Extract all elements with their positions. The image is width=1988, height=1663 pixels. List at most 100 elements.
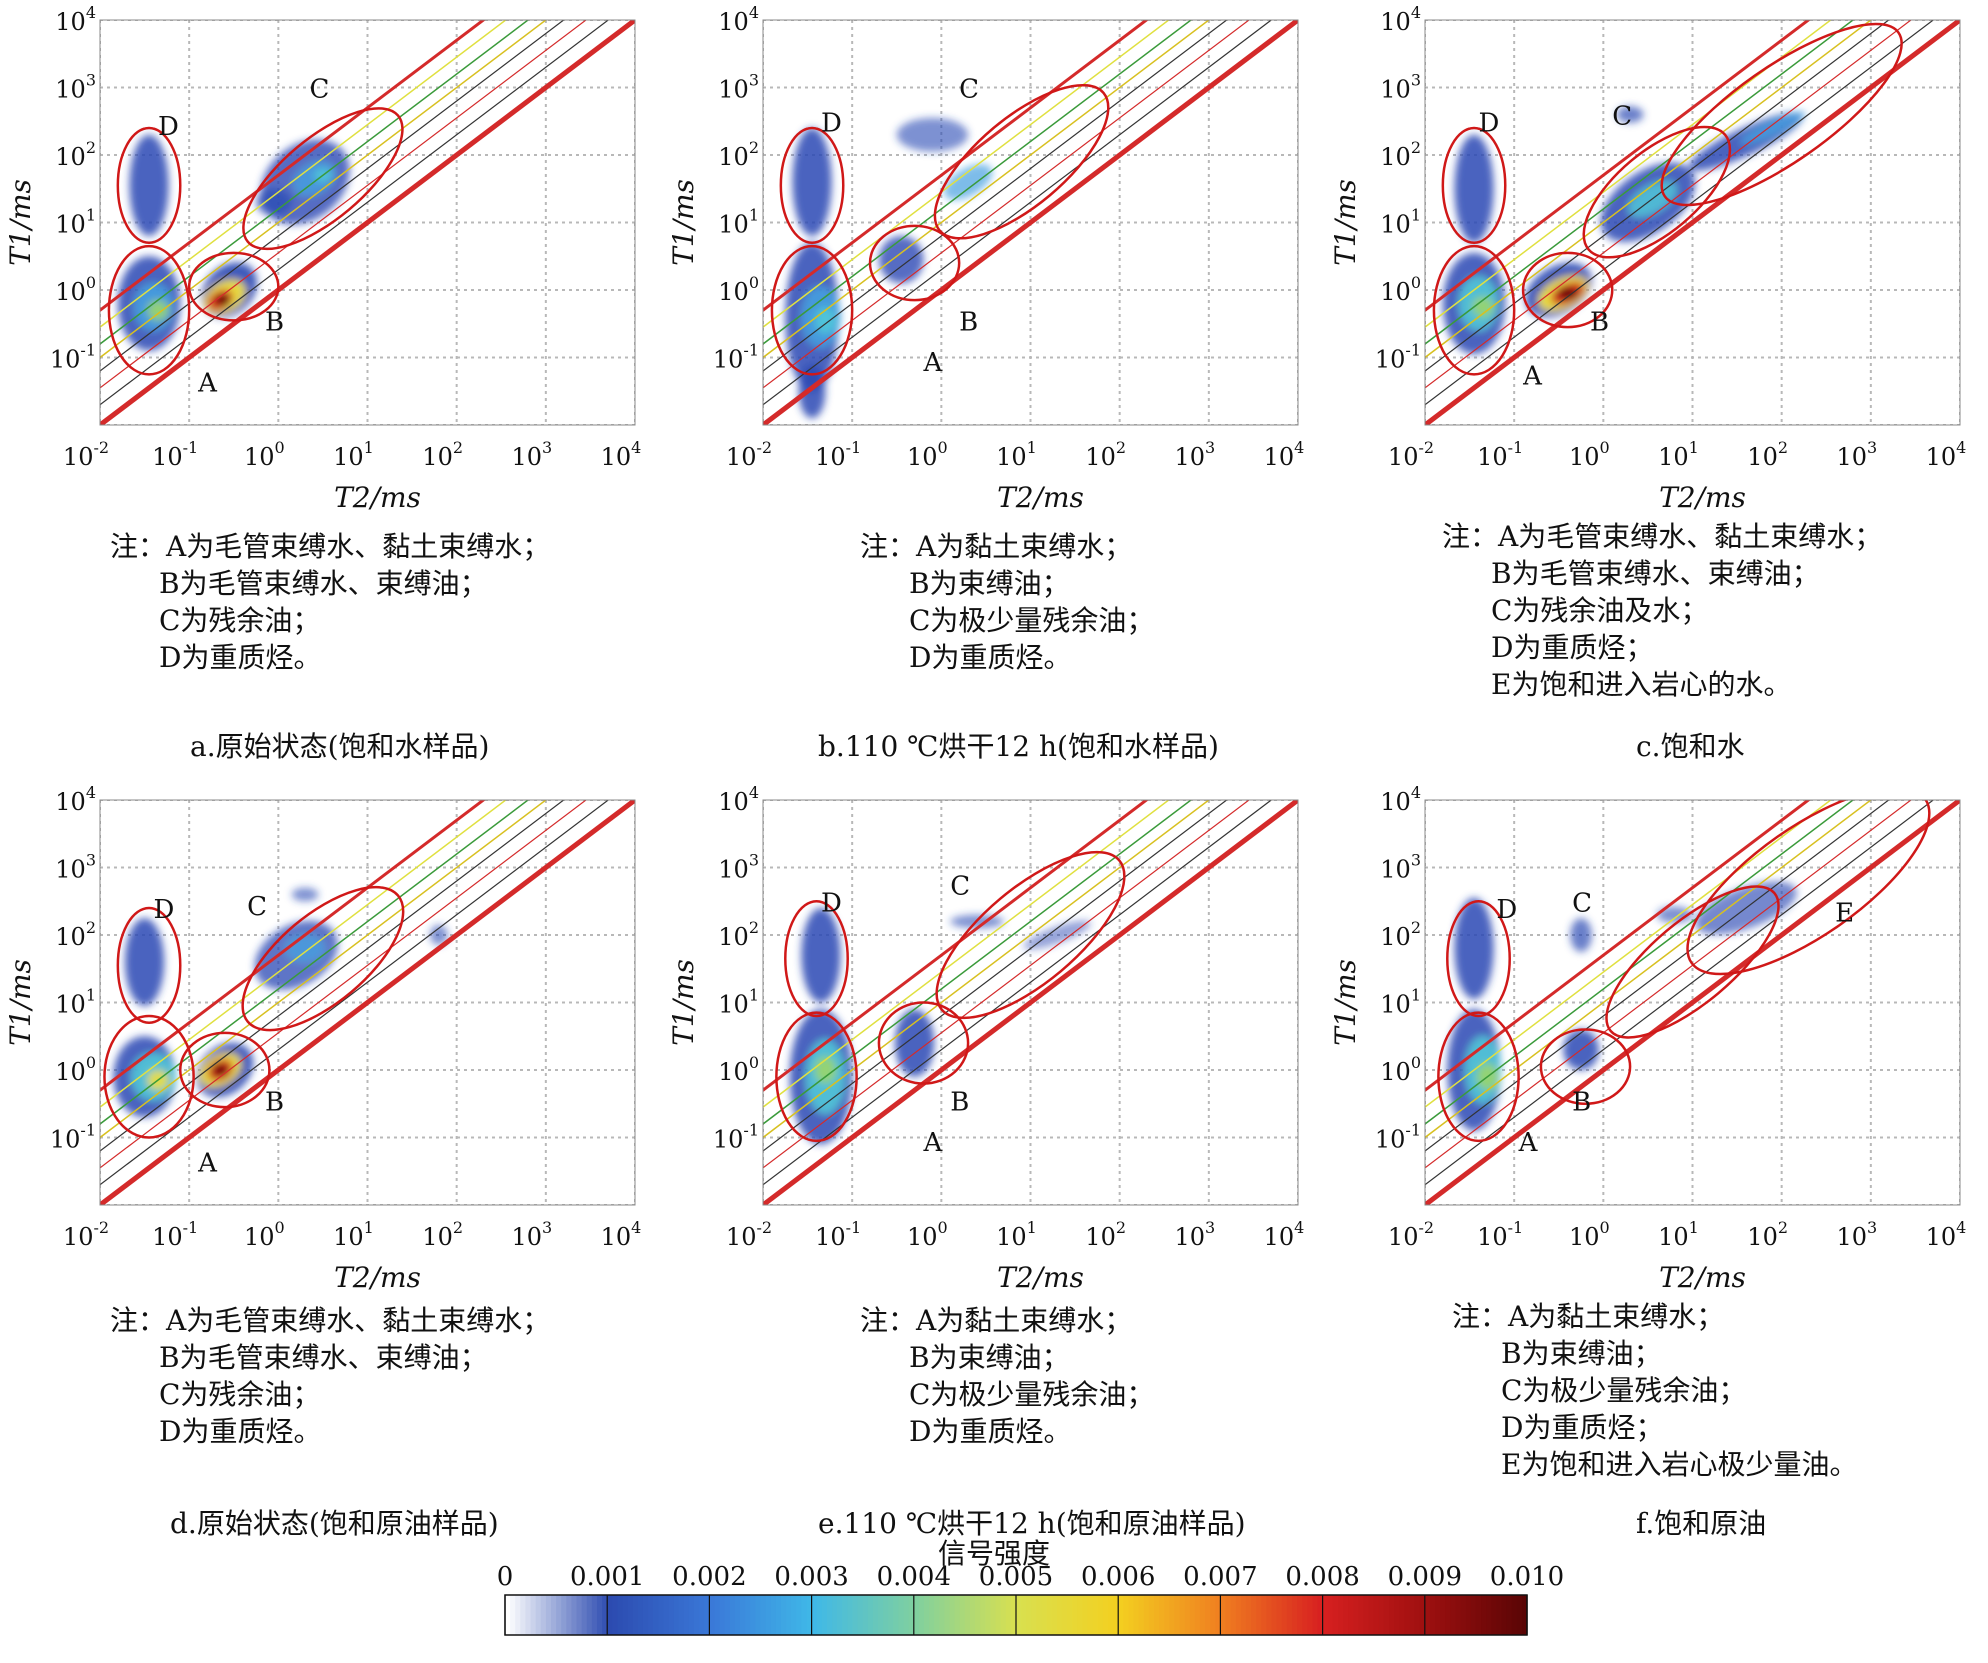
colorbar-segment [602, 1595, 608, 1635]
y-tick-label: 10-1 [713, 341, 759, 374]
tick-exponent: 0 [938, 438, 948, 457]
colorbar-segment [750, 1595, 756, 1635]
colorbar-segment [811, 1595, 818, 1635]
colorbar-segment [1123, 1595, 1130, 1635]
colorbar-segment [1010, 1595, 1017, 1635]
y-tick-label: 101 [718, 206, 759, 239]
y-tick-label: 10-1 [50, 1121, 96, 1154]
tick-exponent: 3 [749, 71, 759, 90]
note-line: D为重质烃。 [159, 641, 322, 674]
colorbar-segment [740, 1595, 746, 1635]
plot-area [1425, 800, 1960, 1205]
diagonal-t1-eq-t2 [100, 800, 635, 1205]
density-blob [1454, 134, 1494, 243]
colorbar-segment [1016, 1595, 1022, 1635]
y-tick-label: 100 [718, 1053, 759, 1086]
tick-exponent: 0 [86, 273, 96, 292]
colorbar-segment [586, 1595, 593, 1635]
density-blob [896, 117, 969, 152]
colorbar-segment [1429, 1595, 1436, 1635]
colorbar-segment [1210, 1595, 1216, 1635]
y-tick-label: 102 [718, 918, 759, 951]
panel-a-notes: 注：A为毛管束缚水、黏土束缚水； B为毛管束缚水、束缚油； C为残余油； D为重… [110, 528, 550, 676]
diagonal-line [763, 800, 1211, 1139]
y-tick-label: 101 [55, 206, 96, 239]
tick-exponent: 3 [542, 1218, 552, 1237]
colorbar-tick-label: 0.009 [1388, 1562, 1462, 1592]
y-tick-label: 100 [1380, 1053, 1421, 1086]
colorbar-segment [821, 1595, 828, 1635]
note-line: C为极少量残余油； [909, 604, 1155, 637]
diagonal-line [100, 20, 530, 345]
y-tick-label: 101 [55, 986, 96, 1019]
colorbar-segment [632, 1595, 639, 1635]
plot-area [763, 20, 1298, 425]
x-tick-label: 101 [1658, 438, 1699, 471]
region-ellipse [868, 224, 961, 302]
diagonal-line [100, 20, 610, 406]
colorbar-segment [934, 1595, 940, 1635]
panel-c-caption: c.饱和水 [1636, 730, 1745, 763]
x-axis-label: T2/ms [997, 1261, 1084, 1294]
diagonal-line [1425, 800, 1855, 1125]
note-line: 注：A为毛管束缚水、黏土束缚水； [110, 530, 551, 563]
colorbar-segment [878, 1595, 884, 1635]
colorbar-segment [1409, 1595, 1416, 1635]
x-axis-label: T2/ms [334, 1261, 421, 1294]
diagonal-t1-eq-t2 [1425, 20, 1960, 425]
colorbar-segment [1353, 1595, 1359, 1635]
y-tick-label: 104 [55, 783, 96, 816]
y-tick-label: 104 [718, 783, 759, 816]
tick-exponent: 1 [749, 206, 759, 225]
tick-exponent: 1 [1689, 1218, 1699, 1237]
diagonal-line [100, 800, 587, 1169]
tick-exponent: 3 [86, 71, 96, 90]
diagonal-line [763, 20, 1170, 329]
y-tick-label: 103 [55, 851, 96, 884]
region-label: B [265, 308, 284, 338]
region-label: A [923, 1128, 944, 1158]
region-ellipse [1686, 800, 1931, 976]
x-tick-label: 102 [422, 438, 463, 471]
colorbar-tick-label: 0.007 [1183, 1562, 1257, 1592]
note-line: E为饱和进入岩心极少量油。 [1501, 1448, 1858, 1481]
y-axis-label: T1/ms [1329, 959, 1362, 1046]
diagonal-line [1425, 20, 1873, 359]
density-blob [1740, 111, 1806, 145]
tick-exponent: 1 [364, 438, 374, 457]
x-tick-label: 10-1 [1477, 1218, 1523, 1251]
colorbar-segment [1506, 1595, 1513, 1635]
tick-exponent: 4 [631, 1218, 641, 1237]
y-axis-label: T1/ms [4, 959, 37, 1046]
colorbar-segment [561, 1595, 567, 1635]
x-tick-label: 100 [907, 438, 948, 471]
density-blob [943, 164, 993, 200]
colorbar-segment [796, 1595, 802, 1635]
note-line: B为束缚油； [1501, 1337, 1662, 1370]
diagonal-line [100, 800, 565, 1152]
tick-exponent: 2 [1116, 438, 1126, 457]
note-line: B为毛管束缚水、束缚油； [1491, 557, 1820, 590]
diagonal-t1-eq-t2 [763, 800, 1298, 1205]
region-ellipse [107, 244, 191, 376]
colorbar-segment [1067, 1595, 1073, 1635]
note-line: C为极少量残余油； [1501, 1374, 1747, 1407]
colorbar-segment [760, 1595, 767, 1635]
tick-exponent: 3 [86, 851, 96, 870]
colorbar-segment [642, 1595, 649, 1635]
colorbar-segment [658, 1595, 665, 1635]
x-axis-label: T2/ms [334, 481, 421, 514]
region-label: B [265, 1088, 284, 1118]
colorbar-segment [1496, 1595, 1503, 1635]
panel-b-caption: b.110 ℃烘干12 h(饱和水样品) [818, 730, 1219, 763]
colorbar-title: 信号强度 [937, 1537, 1050, 1570]
colorbar-segment [1031, 1595, 1038, 1635]
region-ellipse [1605, 885, 1780, 1039]
colorbar-segment [1475, 1595, 1482, 1635]
colorbar-segment [1281, 1595, 1288, 1635]
colorbar-segment [975, 1595, 981, 1635]
note-line: D为重质烃； [1491, 631, 1654, 664]
density-blob [792, 128, 832, 236]
note-line: C为极少量残余油； [909, 1378, 1155, 1411]
